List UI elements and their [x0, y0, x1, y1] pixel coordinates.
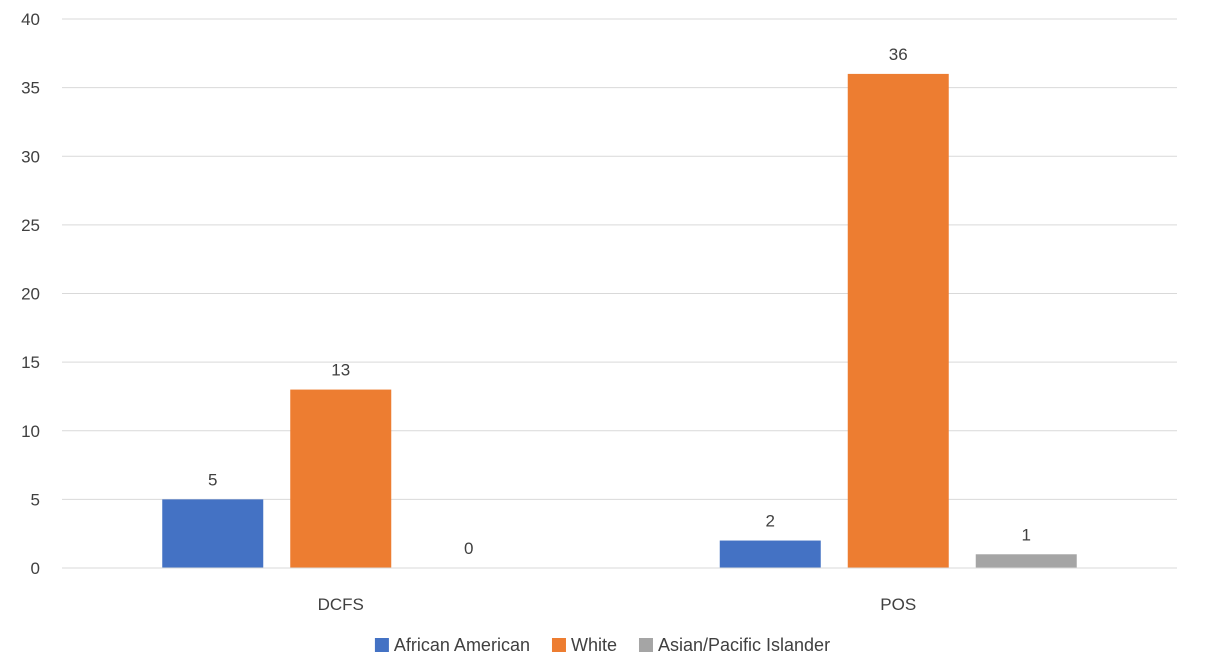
gridlines	[62, 19, 1177, 499]
y-tick-label: 5	[31, 490, 40, 509]
legend: African American White Asian/Pacific Islan…	[375, 635, 830, 655]
y-tick-label: 20	[21, 285, 40, 304]
data-label: 2	[766, 512, 775, 531]
bar	[290, 390, 391, 568]
bar	[720, 541, 821, 568]
y-tick-label: 0	[31, 559, 40, 578]
y-tick-label: 30	[21, 147, 40, 166]
x-category-label: POS	[880, 595, 916, 614]
y-tick-label: 15	[21, 353, 40, 372]
bars	[162, 74, 1077, 568]
data-label: 0	[464, 539, 473, 558]
y-tick-label: 35	[21, 79, 40, 98]
data-label: 1	[1022, 525, 1031, 544]
legend-swatch	[639, 638, 653, 652]
legend-label: White	[571, 635, 617, 655]
x-axis-categories: DCFS POS	[318, 595, 917, 614]
bar	[848, 74, 949, 568]
y-tick-label: 10	[21, 422, 40, 441]
y-axis-ticks: 0 5 10 15 20 25 30 35 40	[21, 10, 40, 578]
legend-swatch	[552, 638, 566, 652]
legend-swatch	[375, 638, 389, 652]
data-label: 13	[331, 361, 350, 380]
y-tick-label: 25	[21, 216, 40, 235]
x-category-label: DCFS	[318, 595, 364, 614]
bar	[976, 554, 1077, 568]
data-label: 5	[208, 470, 217, 489]
data-label: 36	[889, 45, 908, 64]
bar	[162, 499, 263, 568]
legend-label: Asian/Pacific Islander	[658, 635, 830, 655]
y-tick-label: 40	[21, 10, 40, 29]
legend-label: African American	[394, 635, 530, 655]
